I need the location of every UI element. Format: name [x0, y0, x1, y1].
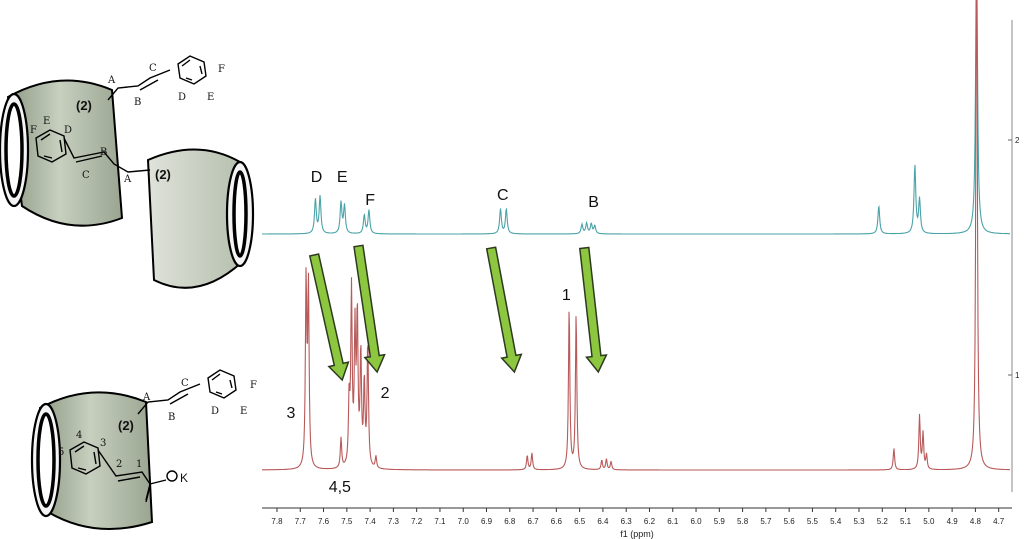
peak-label-B: B: [588, 194, 599, 211]
x-tick-label: 6.5: [574, 517, 586, 526]
peak-label-C: C: [497, 187, 509, 204]
x-tick-label: 6.0: [690, 517, 702, 526]
x-tick-label: 4.8: [970, 517, 982, 526]
shift-arrow: [308, 253, 350, 382]
y-tick-label: 2: [1015, 136, 1020, 145]
spectra: [262, 0, 1010, 471]
x-tick-label: 5.8: [737, 517, 749, 526]
peak-label-45: 4,5: [329, 479, 351, 496]
inner-cinnamate: [69, 441, 178, 503]
peak-label-2: 2: [381, 385, 390, 402]
label-E: E: [207, 92, 214, 103]
label-D: D: [178, 92, 186, 103]
inner-label-E: E: [43, 116, 50, 127]
x-axis-label: f1 (ppm): [620, 529, 654, 539]
linker-label-right: (2): [155, 167, 171, 182]
cyclodextrin-cone-left: [0, 79, 124, 227]
counter-ion-label: K: [180, 471, 188, 485]
peak-label-1: 1: [562, 287, 571, 304]
molecule-top: A B C D E F F E D B C A (2) (2): [0, 55, 255, 289]
peak-label-F: F: [365, 192, 375, 209]
y-tick-label: 1: [1015, 371, 1020, 380]
x-tick-label: 5.7: [760, 517, 772, 526]
cyclodextrin-cone-right: [146, 148, 255, 289]
inner-label-5: 5: [58, 447, 64, 458]
peak-label-3: 3: [286, 405, 295, 422]
x-tick-label: 6.4: [597, 517, 609, 526]
x-axis-ticks: 7.8 7.7 7.6 7.5 7.4 7.3 7.2 7.1 7.0 6.9 6.8 6.7 6.6 6…: [271, 508, 1005, 526]
peak-label-D: D: [311, 169, 323, 186]
x-tick-label: 6.3: [621, 517, 633, 526]
x-tick-label: 5.2: [877, 517, 889, 526]
label-C: C: [149, 63, 157, 74]
x-tick-label: 4.7: [993, 517, 1005, 526]
label-F-bottom: F: [250, 380, 257, 391]
spectrum-line-2: [262, 0, 1010, 471]
linker-label-bottom: (2): [118, 418, 134, 433]
shift-arrow: [353, 244, 386, 374]
x-tick-label: 5.3: [853, 517, 865, 526]
x-tick-label: 7.7: [295, 517, 307, 526]
inner-label-F: F: [30, 125, 37, 136]
x-tick-label: 5.5: [807, 517, 819, 526]
label-D-bottom: D: [211, 406, 219, 417]
label-B: B: [134, 97, 141, 108]
label-C-bottom: C: [181, 378, 189, 389]
x-tick-label: 5.1: [900, 517, 912, 526]
x-tick-label: 7.6: [318, 517, 330, 526]
cinnamyl-chain-top: [107, 55, 207, 101]
inner-label-B: B: [100, 147, 107, 158]
x-tick-label: 7.3: [388, 517, 400, 526]
x-tick-label: 7.4: [365, 517, 377, 526]
label-B-bottom: B: [168, 412, 175, 423]
shift-arrows: [308, 244, 608, 382]
x-tick-label: 6.6: [551, 517, 563, 526]
x-tick-label: 6.9: [481, 517, 493, 526]
x-tick-label: 4.9: [947, 517, 959, 526]
peak-labels: D EF C B 3 4,5 2 1: [286, 169, 598, 496]
x-tick-label: 6.1: [667, 517, 679, 526]
cinnamyl-chain-bottom: [137, 369, 237, 415]
x-tick-label: 7.0: [458, 517, 470, 526]
peak-label-E: E: [337, 169, 348, 186]
label-F: F: [218, 64, 225, 75]
shift-arrow: [578, 246, 608, 374]
inner-phenyl-top: [35, 129, 151, 173]
inner-label-A: A: [123, 174, 132, 185]
inner-label-D: D: [64, 125, 72, 136]
nmr-plot: 7.8 7.7 7.6 7.5 7.4 7.3 7.2 7.1 7.0 6.9 6.8 6.7 6.6 6…: [262, 0, 1020, 539]
x-tick-label: 5.9: [714, 517, 726, 526]
label-E-bottom: E: [240, 406, 247, 417]
molecule-bottom: A B C D E F 5 4 3 2 1 (2) K: [30, 369, 257, 531]
inner-label-1: 1: [136, 459, 142, 470]
linker-label-top: (2): [76, 98, 92, 113]
shift-arrow: [485, 246, 523, 374]
inner-label-3: 3: [100, 438, 106, 449]
x-tick-label: 5.6: [784, 517, 796, 526]
label-A-bottom: A: [142, 392, 151, 403]
inner-label-2: 2: [116, 459, 122, 470]
spectrum-line-1: [262, 0, 1010, 235]
x-tick-label: 6.8: [504, 517, 516, 526]
inner-label-C: C: [82, 170, 90, 181]
cyclodextrin-cone-bottom: [30, 391, 154, 531]
x-tick-label: 6.2: [644, 517, 656, 526]
y-axis-right-ticks: 21: [1008, 136, 1020, 380]
x-tick-label: 5.4: [830, 517, 842, 526]
x-tick-label: 5.0: [923, 517, 935, 526]
label-A: A: [107, 75, 116, 86]
x-tick-label: 6.7: [528, 517, 540, 526]
x-tick-label: 7.1: [434, 517, 446, 526]
x-tick-label: 7.8: [271, 517, 283, 526]
inner-label-4: 4: [76, 430, 82, 441]
x-tick-label: 7.2: [411, 517, 423, 526]
x-tick-label: 7.5: [341, 517, 353, 526]
